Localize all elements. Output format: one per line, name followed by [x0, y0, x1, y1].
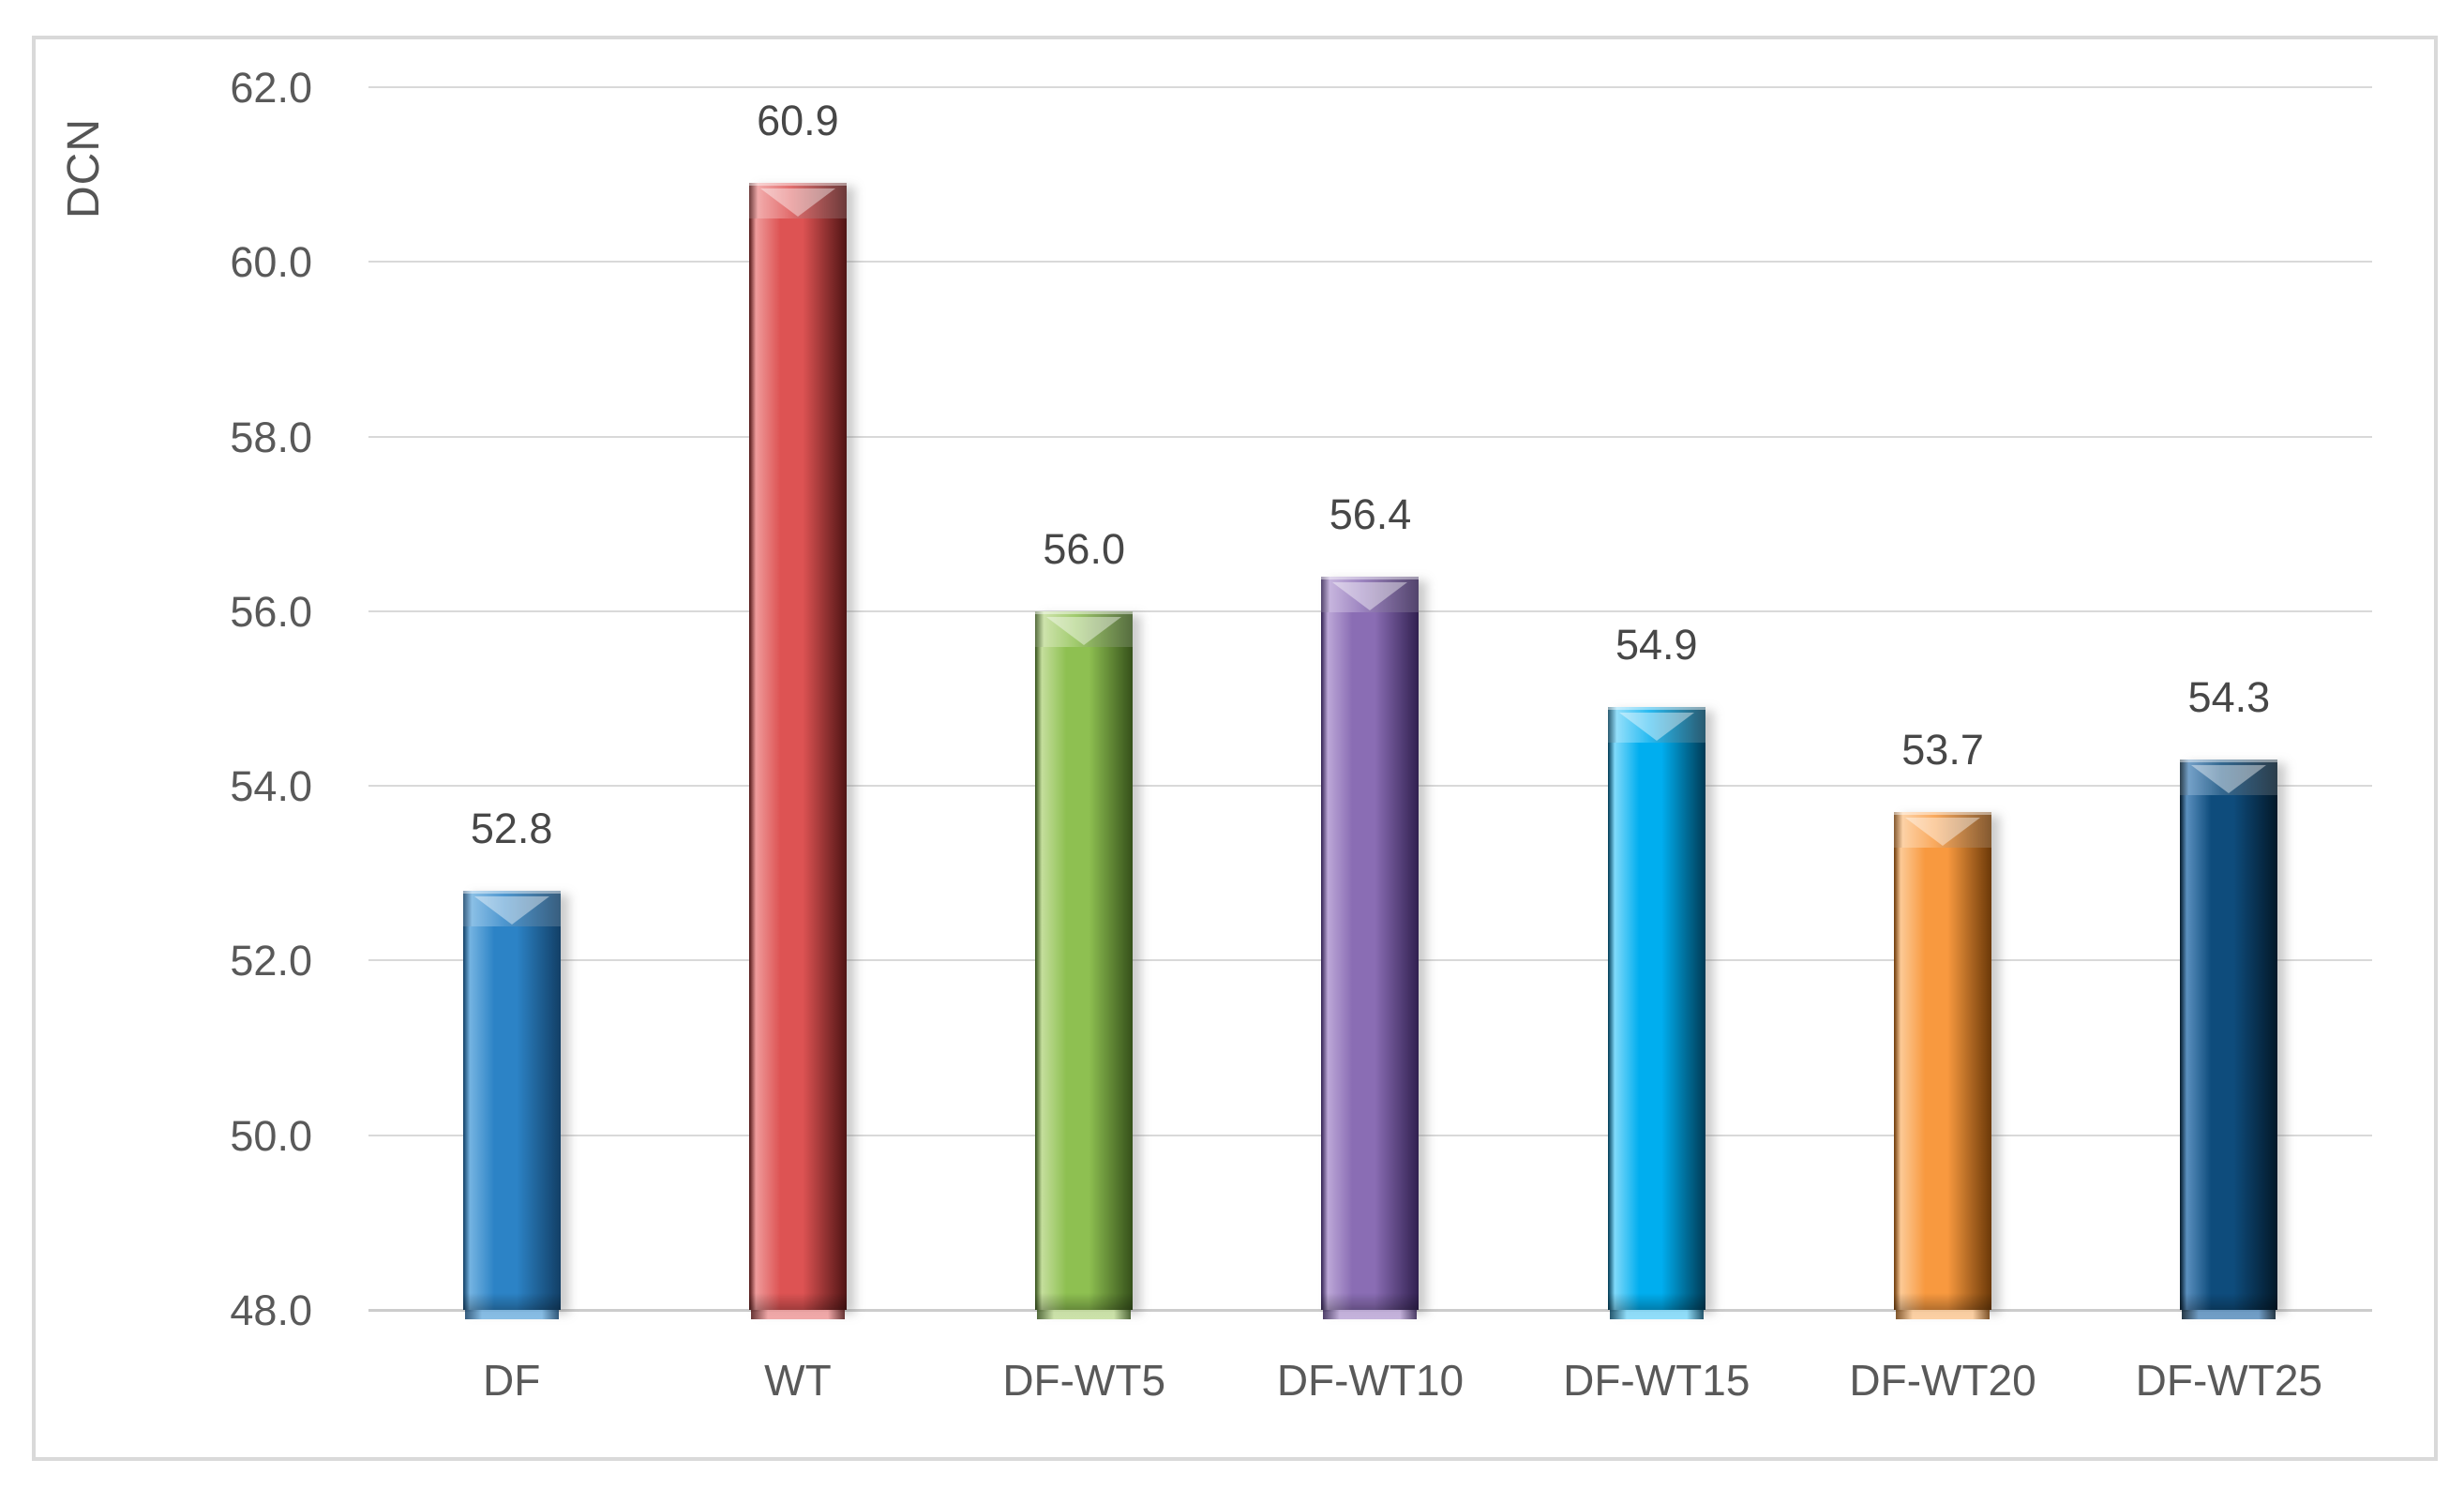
x-axis-label-DF-WT25: DF-WT25 — [2135, 1356, 2322, 1405]
y-tick-label: 56.0 — [230, 587, 312, 636]
bar-bevel-highlight — [2191, 765, 2267, 794]
bar-top-bevel — [1607, 707, 1705, 744]
y-axis-title: DCN — [59, 118, 109, 219]
category-slot: 54.9 DF-WT15 — [1513, 87, 1799, 1402]
data-label-DF-WT20: 53.7 — [1901, 726, 1984, 775]
bar-DF — [462, 890, 561, 1319]
x-axis-label-WT: WT — [764, 1356, 832, 1405]
bar-bevel-highlight — [473, 895, 549, 925]
data-label-DF-WT5: 56.0 — [1043, 524, 1125, 573]
x-axis-label-DF-WT10: DF-WT10 — [1276, 1356, 1465, 1405]
x-axis-label-DF: DF — [482, 1356, 541, 1405]
bar-top-bevel — [462, 890, 561, 926]
x-axis-label-DF-WT15: DF-WT15 — [1563, 1356, 1750, 1405]
bar-DF-WT20 — [1894, 812, 1992, 1319]
bar-top-bevel — [1321, 576, 1420, 612]
bar-bevel-highlight — [759, 188, 835, 218]
bar-DF-WT15 — [1607, 707, 1705, 1319]
x-axis-label-DF-WT5: DF-WT5 — [1002, 1356, 1166, 1405]
data-label-DF-WT10: 56.4 — [1329, 489, 1412, 538]
category-slot: 52.8 DF — [368, 87, 654, 1402]
gridline — [368, 261, 2372, 263]
category-slot: 53.7 DF-WT20 — [1799, 87, 2085, 1402]
bar-top-bevel — [1894, 812, 1992, 849]
data-label-DF: 52.8 — [470, 804, 553, 852]
bar-bottom-bevel — [1896, 1310, 1991, 1319]
category-slot: 56.4 DF-WT10 — [1227, 87, 1513, 1402]
bar-bottom-bevel — [1609, 1310, 1704, 1319]
y-tick-label: 54.0 — [230, 762, 312, 811]
y-tick-label: 58.0 — [230, 413, 312, 461]
data-label-DF-WT25: 54.3 — [2187, 673, 2271, 722]
x-axis-label-DF-WT20: DF-WT20 — [1849, 1356, 2036, 1405]
bar-top-bevel — [2180, 760, 2278, 796]
data-label-WT: 60.9 — [757, 97, 839, 145]
bar-top-bevel — [748, 183, 847, 219]
gridline — [368, 435, 2372, 438]
data-label-DF-WT15: 54.9 — [1615, 621, 1698, 669]
plot-area: 62.0 60.0 58.0 56.0 54.0 52.0 50.0 48.0 52.8 DF 60… — [230, 67, 2372, 1402]
y-tick-label: 52.0 — [230, 937, 312, 985]
bar-WT — [748, 183, 847, 1319]
bar-bottom-bevel — [750, 1310, 845, 1319]
gridline — [368, 86, 2372, 88]
category-slot: 56.0 DF-WT5 — [941, 87, 1227, 1402]
bar-DF-WT10 — [1321, 576, 1420, 1319]
bar-bottom-bevel — [1037, 1310, 1132, 1319]
category-slot: 60.9 WT — [654, 87, 940, 1402]
bar-DF-WT25 — [2180, 760, 2278, 1319]
chart-frame — [32, 36, 2438, 1461]
bar-bottom-bevel — [2182, 1310, 2276, 1319]
bar-bevel-highlight — [1618, 713, 1694, 742]
y-tick-label: 48.0 — [230, 1286, 312, 1334]
y-tick-label: 60.0 — [230, 238, 312, 287]
bar-bevel-highlight — [1332, 581, 1408, 610]
y-tick-label: 62.0 — [230, 64, 312, 112]
bar-bevel-highlight — [1905, 818, 1981, 847]
category-slot: 54.3 DF-WT25 — [2086, 87, 2372, 1402]
y-tick-label: 50.0 — [230, 1111, 312, 1160]
bar-top-bevel — [1035, 610, 1134, 647]
bar-bottom-bevel — [1323, 1310, 1418, 1319]
bar-bevel-highlight — [1046, 616, 1122, 645]
bar-bottom-bevel — [464, 1310, 559, 1319]
bar-DF-WT5 — [1035, 610, 1134, 1319]
